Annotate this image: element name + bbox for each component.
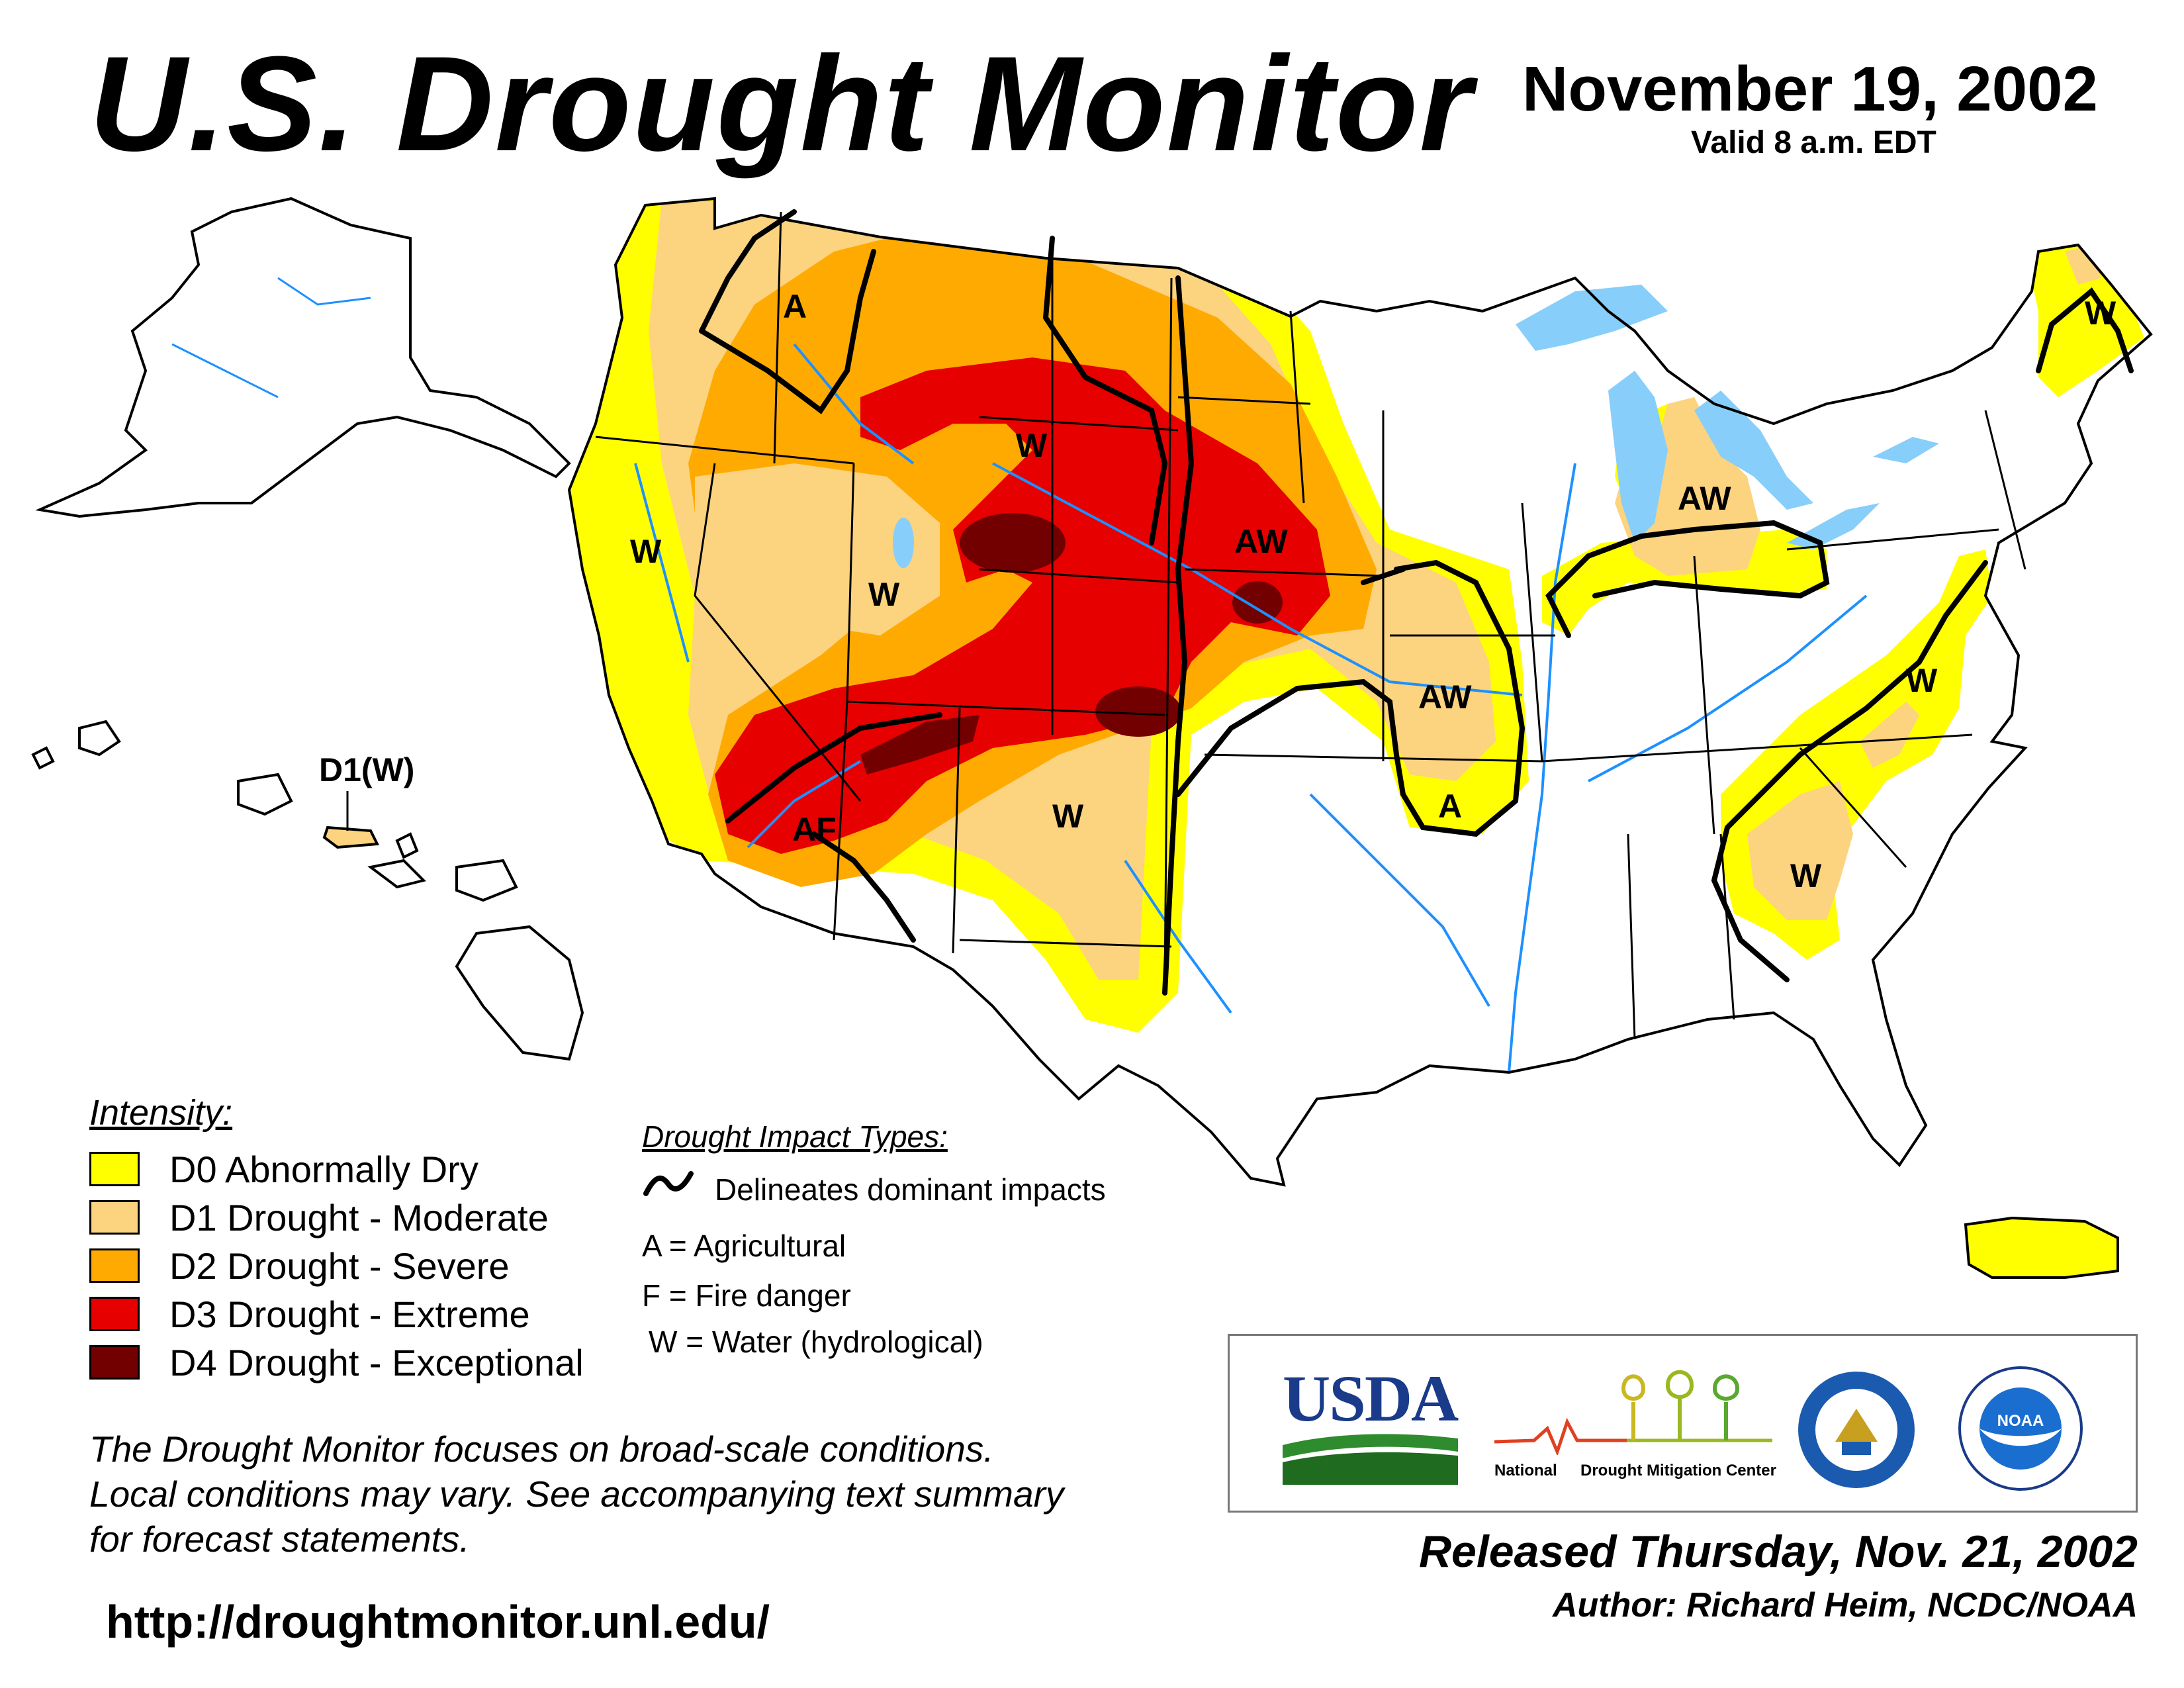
impact-lines (699, 209, 2134, 996)
legend-swatch (89, 1152, 140, 1186)
ndmc-logo: National Drought Mitigation Center (1494, 1362, 1776, 1495)
legend-label: D4 Drought - Exceptional (169, 1341, 584, 1383)
website-url[interactable]: http://droughtmonitor.unl.edu/ (106, 1596, 770, 1648)
legend-item-d1: D1 Drought - Moderate (89, 1196, 549, 1239)
page-title: U.S. Drought Monitor (89, 28, 1473, 179)
disclaimer: The Drought Monitor focuses on broad-sca… (89, 1427, 1214, 1562)
ndmc-label-2: Drought Mitigation Center (1580, 1462, 1776, 1479)
alaska-rivers (171, 277, 371, 399)
usda-logo: USDA (1283, 1362, 1459, 1488)
disclaimer-line-1: The Drought Monitor focuses on broad-sca… (89, 1429, 994, 1470)
impact-agricultural: A = Agricultural (642, 1229, 846, 1263)
legend-item-d0: D0 Abnormally Dry (89, 1149, 478, 1190)
d0-maine (2025, 245, 2144, 397)
impact-fire: F = Fire danger (642, 1278, 851, 1313)
great-lakes (893, 285, 1939, 568)
legend-swatch (89, 1297, 140, 1331)
logos-panel: USDA National Drought Mitigation Center (1228, 1334, 2138, 1513)
d4-nebraska (1232, 581, 1283, 624)
map-date: November 19, 2002 (1522, 54, 2098, 124)
noaa-seal-icon (1958, 1366, 2083, 1491)
label-aw-nebraska: AW (1234, 523, 1288, 560)
legend-label: D3 Drought - Extreme (169, 1293, 530, 1335)
label-af-arizona: AF (792, 811, 837, 848)
label-w-newmexico: W (1052, 798, 1084, 835)
puerto-rico (1964, 1216, 2119, 1279)
usda-logo-text: USDA (1283, 1362, 1459, 1435)
disclaimer-line-2: Local conditions may vary. See accompany… (89, 1474, 1064, 1515)
legend-swatch (89, 1200, 140, 1235)
label-a-northwest: A (783, 288, 807, 325)
legend-swatch (89, 1345, 140, 1380)
d4-fourcorners (860, 715, 979, 774)
legend-title: Intensity: (89, 1093, 233, 1133)
state-lines (595, 211, 2026, 1040)
label-aw-kansas: AW (1418, 679, 1472, 716)
legend-swatch (89, 1248, 140, 1283)
d1-virginia (1860, 702, 1919, 768)
usda-hills-icon (1283, 1434, 1458, 1485)
ndmc-trees-icon (1494, 1370, 1772, 1457)
label-w-carolinas: W (1790, 857, 1822, 894)
impact-delineates: Delineates dominant impacts (715, 1172, 1106, 1207)
legend-label: D1 Drought - Moderate (169, 1196, 549, 1239)
label-w-virginia: W (1906, 662, 1938, 699)
legend-item-d3: D3 Drought - Extreme (89, 1293, 530, 1335)
label-hawaii: D1(W) (319, 751, 414, 788)
alaska (35, 197, 571, 518)
legend-label: D0 Abnormally Dry (169, 1148, 478, 1190)
impact-line-icon (643, 1171, 694, 1196)
d4-wyoming (960, 513, 1066, 573)
d3-central (715, 357, 1330, 854)
impact-types-title: Drought Impact Types: (642, 1119, 948, 1154)
d1-basin (695, 463, 940, 635)
legend-item-d2: D2 Drought - Severe (89, 1244, 510, 1287)
label-w-utah: W (868, 576, 900, 613)
noaa-logo: NOAA (1958, 1366, 2083, 1491)
hawaii (31, 720, 584, 1061)
legend-label: D2 Drought - Severe (169, 1244, 510, 1287)
d0-michigan (1542, 530, 1827, 635)
d4-colorado (1095, 686, 1181, 737)
commerce-seal-icon (1798, 1372, 1915, 1488)
author: Author: Richard Heim, NCDC/NOAA (1552, 1586, 2138, 1624)
label-a-oklahoma: A (1438, 788, 1462, 825)
label-w-montana: W (1016, 427, 1048, 464)
noaa-logo-text: NOAA (1997, 1412, 2044, 1430)
valid-time: Valid 8 a.m. EDT (1691, 125, 1936, 160)
disclaimer-line-3: for forecast statements. (89, 1519, 470, 1560)
d1-carolinas (1747, 781, 1853, 920)
ndmc-label-1: National (1494, 1462, 1557, 1479)
legend-item-d4: D4 Drought - Exceptional (89, 1342, 584, 1383)
label-aw-michigan: AW (1678, 480, 1731, 517)
drought-areas (569, 199, 2144, 1033)
label-w-maine: W (2085, 295, 2116, 332)
impact-water: W = Water (hydrological) (649, 1325, 983, 1359)
release-date: Released Thursday, Nov. 21, 2002 (1418, 1526, 2138, 1577)
label-w-california: W (630, 533, 662, 570)
